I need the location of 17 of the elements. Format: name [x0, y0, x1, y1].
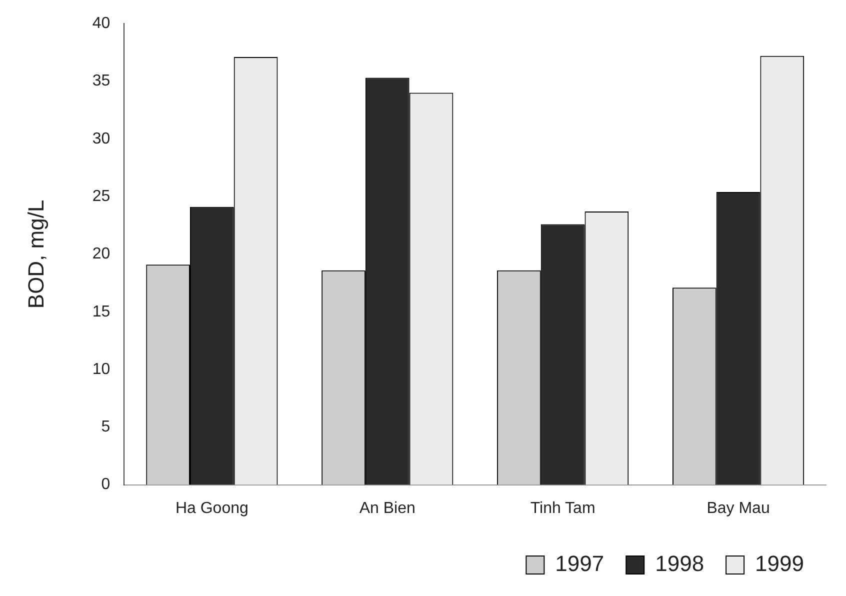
- y-axis-title: BOD, mg/L: [23, 200, 48, 309]
- y-tick-label: 30: [92, 130, 110, 148]
- legend-label: 1999: [755, 551, 804, 576]
- y-tick-label: 35: [92, 72, 110, 90]
- x-tick-label: Ha Goong: [175, 500, 248, 517]
- y-tick-label: 0: [101, 476, 110, 494]
- y-tick-label: 25: [92, 188, 110, 205]
- y-tick-label: 10: [92, 360, 110, 378]
- y-tick-label: 15: [92, 303, 110, 320]
- legend-label: 1998: [655, 551, 704, 576]
- x-tick-label: An Bien: [359, 500, 416, 517]
- legend-label: 1997: [555, 551, 604, 576]
- y-tick-label: 20: [92, 246, 110, 263]
- y-tick-label: 5: [101, 418, 110, 436]
- x-tick-label: Tinh Tam: [530, 500, 596, 517]
- x-tick-label: Bay Mau: [706, 500, 770, 517]
- y-tick-label: 40: [92, 15, 110, 32]
